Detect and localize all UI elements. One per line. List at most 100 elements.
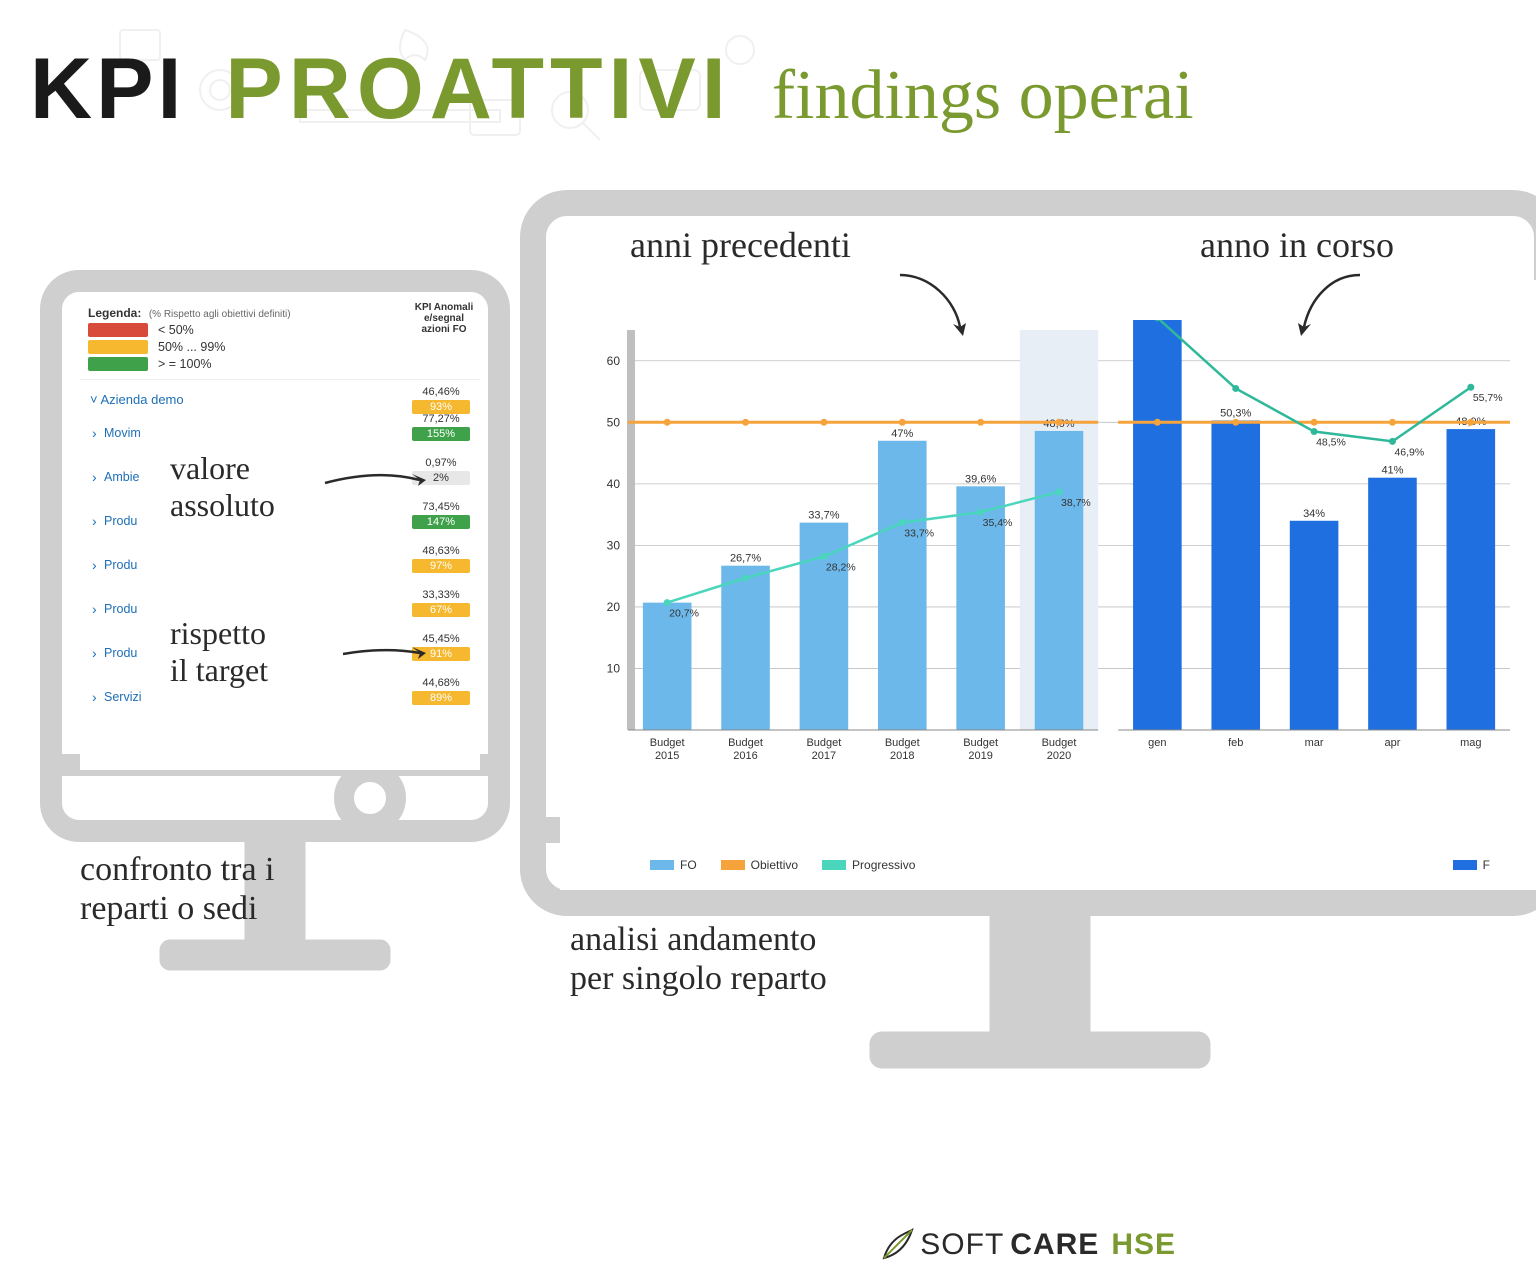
legend-row: > = 100%: [88, 357, 472, 371]
kpi-table-panel: Legenda: (% Rispetto agli obiettivi defi…: [80, 300, 480, 770]
svg-text:2016: 2016: [733, 750, 757, 762]
legend-swatch: [721, 860, 745, 870]
arrow-anni-precedenti: [890, 265, 980, 345]
svg-text:Budget: Budget: [1042, 737, 1077, 749]
label-anni-precedenti: anni precedenti: [630, 225, 851, 266]
legend-item: FO: [650, 858, 697, 872]
svg-text:10: 10: [607, 661, 621, 675]
legend-label: < 50%: [158, 323, 194, 337]
svg-text:20: 20: [607, 600, 621, 614]
svg-text:2018: 2018: [890, 750, 914, 762]
svg-text:60: 60: [607, 354, 621, 368]
svg-text:28,2%: 28,2%: [826, 561, 856, 573]
svg-text:46,9%: 46,9%: [1394, 446, 1424, 458]
svg-text:38,7%: 38,7%: [1061, 497, 1091, 509]
legend-swatch: [88, 323, 148, 337]
footer-hse: HSE: [1111, 1228, 1176, 1262]
legend-label: 50% ... 99%: [158, 340, 225, 354]
legend-item: Progressivo: [822, 858, 915, 872]
svg-text:50,3%: 50,3%: [1220, 407, 1251, 419]
svg-text:feb: feb: [1228, 737, 1243, 749]
title-subtitle: findings operai: [772, 56, 1194, 136]
trend-chart-panel: 102030405060Budget201526,7%Budget201633,…: [560, 280, 1536, 890]
svg-text:34%: 34%: [1303, 508, 1325, 520]
badge-value: 97%: [412, 559, 470, 573]
svg-text:39,6%: 39,6%: [965, 473, 996, 485]
department-tree: Azienda demo 46,46% 93% Movim77,27%155%A…: [80, 380, 480, 719]
svg-text:33,7%: 33,7%: [808, 510, 839, 522]
trend-chart: 102030405060Budget201526,7%Budget201633,…: [590, 320, 1510, 800]
svg-text:Budget: Budget: [885, 737, 920, 749]
title-kpi: KPI: [30, 40, 185, 139]
legend-subtitle: (% Rispetto agli obiettivi definiti): [149, 309, 291, 320]
legend-row: 50% ... 99%: [88, 340, 472, 354]
svg-text:2020: 2020: [1047, 750, 1071, 762]
arrow-rispetto-target: [338, 640, 433, 666]
svg-text:40: 40: [607, 477, 621, 491]
svg-text:50: 50: [607, 415, 621, 429]
tree-root-label: Azienda demo: [101, 392, 184, 407]
svg-text:2017: 2017: [812, 750, 836, 762]
legend-swatch: [650, 860, 674, 870]
legend-label: Progressivo: [852, 858, 915, 872]
tree-item[interactable]: Movim 77,27% 155%: [86, 411, 480, 455]
svg-text:Budget: Budget: [650, 737, 685, 749]
tree-item[interactable]: Produ 48,63% 97%: [86, 543, 480, 587]
legend-item: Obiettivo: [721, 858, 798, 872]
page-title: KPI PROATTIVI findings operai: [30, 40, 1536, 139]
tree-item-label: Produ: [104, 646, 160, 660]
legend-swatch: [822, 860, 846, 870]
abs-value: 33,33%: [406, 589, 476, 601]
legend-swatch: [88, 357, 148, 371]
svg-text:mar: mar: [1305, 737, 1324, 749]
badge-value: 67%: [412, 603, 470, 617]
kpi-column-header: KPI Anomali e/segnal azioni FO: [412, 302, 476, 335]
svg-text:gen: gen: [1148, 737, 1166, 749]
svg-text:26,7%: 26,7%: [730, 553, 761, 565]
label-anno-in-corso: anno in corso: [1200, 225, 1394, 266]
svg-text:48,5%: 48,5%: [1316, 437, 1346, 449]
abs-value: 48,63%: [406, 545, 476, 557]
svg-text:47%: 47%: [891, 428, 913, 440]
chart-legend: FO Obiettivo Progressivo F: [650, 858, 1490, 872]
footer-soft: SOFT: [920, 1228, 1004, 1262]
abs-value: 44,68%: [406, 677, 476, 689]
tree-item-label: Ambie: [104, 470, 160, 484]
abs-value: 77,27%: [406, 413, 476, 425]
tree-item-label: Movim: [104, 426, 160, 440]
svg-text:35,4%: 35,4%: [983, 517, 1013, 529]
svg-text:Budget: Budget: [806, 737, 841, 749]
svg-text:41%: 41%: [1381, 465, 1403, 477]
tree-item-label: Servizi: [104, 690, 160, 704]
label-valore-assoluto: valore assoluto: [170, 450, 275, 524]
footer-care: CARE: [1010, 1228, 1099, 1262]
legend-label: > = 100%: [158, 357, 212, 371]
badge-value: 89%: [412, 691, 470, 705]
svg-text:33,7%: 33,7%: [904, 528, 934, 540]
svg-text:mag: mag: [1460, 737, 1481, 749]
legend-label: Obiettivo: [751, 858, 798, 872]
svg-text:2015: 2015: [655, 750, 679, 762]
legend-label: FO: [680, 858, 697, 872]
footer-logo: SOFTCARE HSE: [880, 1228, 1176, 1262]
svg-text:20,7%: 20,7%: [669, 608, 699, 620]
badge-value: 147%: [412, 515, 470, 529]
abs-value: 73,45%: [406, 501, 476, 513]
svg-text:55,7%: 55,7%: [1473, 392, 1503, 404]
tree-item[interactable]: Produ33,33%67%: [86, 587, 480, 631]
arrow-valore-assoluto: [320, 465, 430, 495]
arrow-anno-in-corso: [1290, 265, 1380, 345]
tree-item-label: Produ: [104, 558, 160, 572]
caption-right: analisi andamento per singolo reparto: [570, 920, 827, 998]
tree-item-label: Produ: [104, 514, 160, 528]
tree-item[interactable]: Servizi 44,68% 89%: [86, 675, 480, 719]
title-proattivi: PROATTIVI: [225, 40, 731, 139]
legend-swatch: [88, 340, 148, 354]
caption-left: confronto tra i reparti o sedi: [80, 850, 275, 928]
root-abs-value: 46,46%: [406, 386, 476, 398]
tree-item[interactable]: Produ 73,45% 147%: [86, 499, 480, 543]
svg-text:apr: apr: [1385, 737, 1401, 749]
badge-value: 155%: [412, 427, 470, 441]
legend-item: F: [1453, 858, 1490, 872]
svg-text:Budget: Budget: [728, 737, 763, 749]
